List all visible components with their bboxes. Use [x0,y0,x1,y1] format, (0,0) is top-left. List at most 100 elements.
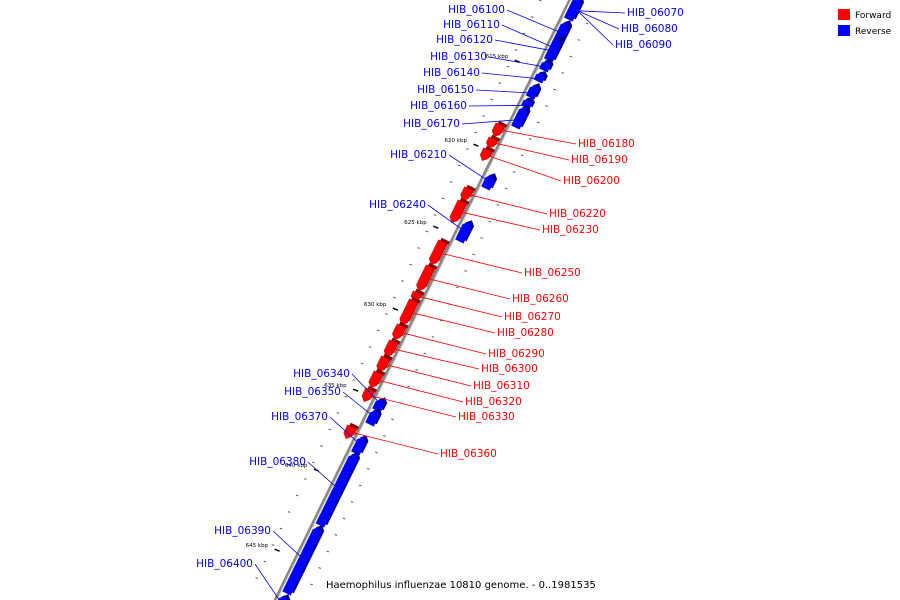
minor-tick [383,435,386,437]
minor-tick [538,0,542,2]
major-tick [473,143,479,147]
gene-leader-line [420,276,511,300]
gene-label[interactable]: HIB_06270 [504,311,561,323]
gene-label[interactable]: HIB_06280 [497,327,554,339]
gene-label[interactable]: HIB_06230 [542,224,599,236]
gene-HIB_06300[interactable] [383,337,401,357]
gene-leader-line [272,530,308,563]
gene-arrow[interactable] [479,147,492,161]
minor-tick [553,88,556,91]
gene-HIB_06160[interactable] [519,97,535,110]
gene-label[interactable]: HIB_06360 [440,448,497,460]
minor-tick [528,138,532,140]
gene-label[interactable]: HIB_06240 [369,199,426,211]
gene-leader-line [506,9,566,36]
gene-label[interactable]: HIB_06380 [249,456,306,468]
minor-tick [385,313,388,315]
gene-label[interactable]: HIB_06210 [390,149,447,161]
legend-label-reverse: Reverse [855,27,892,37]
gene-label[interactable]: HIB_06190 [571,154,628,166]
minor-tick [433,214,437,216]
gene-label[interactable]: HIB_06180 [578,138,635,150]
gene-arrow[interactable] [282,527,322,596]
gene-HIB_06140[interactable] [532,71,548,84]
gene-HIB_06180[interactable] [491,120,508,137]
major-tick [392,307,399,311]
gene-arrow[interactable] [455,222,472,244]
minor-tick [366,468,370,470]
gene-HIB_06240[interactable] [453,220,474,244]
gene-arrow[interactable] [511,107,528,130]
minor-tick [520,154,524,157]
gene-label[interactable]: HIB_06100 [448,4,505,16]
gene-leader-line [393,330,487,355]
gene-label[interactable]: HIB_06150 [417,84,474,96]
gene-label[interactable]: HIB_06090 [615,39,672,51]
gene-label[interactable]: HIB_06350 [284,386,341,398]
minor-tick [490,98,494,101]
gene-HIB_06380[interactable] [314,452,361,528]
gene-arrow-highlight [537,61,542,69]
gene-label[interactable]: HIB_06340 [293,368,350,380]
gene-label[interactable]: HIB_06290 [488,348,545,360]
major-tick [352,388,359,392]
gene-label[interactable]: HIB_06310 [473,380,530,392]
gene-label[interactable]: HIB_06120 [436,34,493,46]
minor-tick [263,560,267,563]
gene-leader-line [492,128,577,145]
gene-label[interactable]: HIB_06250 [524,267,581,279]
gene-leader-line [481,72,545,80]
gene-label[interactable]: HIB_06070 [627,7,684,19]
gene-leader-line [370,377,464,403]
gene-leader-line [577,10,626,14]
gene-label[interactable]: HIB_06390 [214,525,271,537]
gene-arrow-highlight [509,108,519,126]
gene-label[interactable]: HIB_06110 [443,19,500,31]
minor-tick [496,204,500,206]
gene-HIB_06170[interactable] [509,105,531,130]
gene-leader-line [432,250,523,274]
gene-HIB_06340[interactable] [370,397,388,413]
gene-arrow[interactable] [315,454,358,528]
gene-label[interactable]: HIB_06080 [621,23,678,35]
gene-arrow-highlight [363,411,370,423]
gene-label[interactable]: HIB_06370 [271,411,328,423]
gene-leader-line [385,346,480,370]
gene-label[interactable]: HIB_06320 [465,396,522,408]
gene-arrow[interactable] [533,73,545,84]
gene-labels-layer: HIB_06070 HIB_06080 HIB_06090 HIB_06100 HIB_… [196,4,684,600]
gene-arrow-highlight [370,400,376,409]
gene-label[interactable]: HIB_06300 [481,363,538,375]
gene-label[interactable]: HIB_06140 [423,67,480,79]
gene-HIB_06390[interactable] [280,525,325,596]
gene-HIB_06150[interactable] [524,83,542,100]
gene-arrow[interactable] [272,596,288,600]
gene-label[interactable]: HIB_06220 [549,208,606,220]
gene-label[interactable]: HIB_06400 [196,558,253,570]
gene-leader-line [342,391,378,420]
gene-label[interactable]: HIB_06130 [430,51,487,63]
gene-label[interactable]: HIB_06260 [512,293,569,305]
minor-tick [457,164,461,167]
minor-tick [537,121,540,124]
gene-label[interactable]: HIB_06330 [458,411,515,423]
gene-arrow[interactable] [365,410,379,427]
minor-tick [342,517,346,520]
gene-label[interactable]: HIB_06200 [563,175,620,187]
minor-tick [320,445,323,447]
gene-arrow-highlight [500,126,506,136]
gene-HIB_06350[interactable] [363,408,382,427]
gene-leader-line [307,461,342,493]
minor-tick [530,16,534,18]
minor-tick [352,379,356,381]
gene-HIB_06090[interactable] [562,0,584,22]
gene-label[interactable]: HIB_06160 [410,100,467,112]
gene-label[interactable]: HIB_06170 [403,118,460,130]
gene-arrow-highlight [488,151,494,160]
gene-HIB_06400[interactable] [271,594,291,600]
minor-tick [310,583,313,586]
minor-tick [415,369,419,371]
minor-tick [506,65,510,68]
minor-tick [312,461,315,464]
gene-arrow[interactable] [564,0,582,22]
